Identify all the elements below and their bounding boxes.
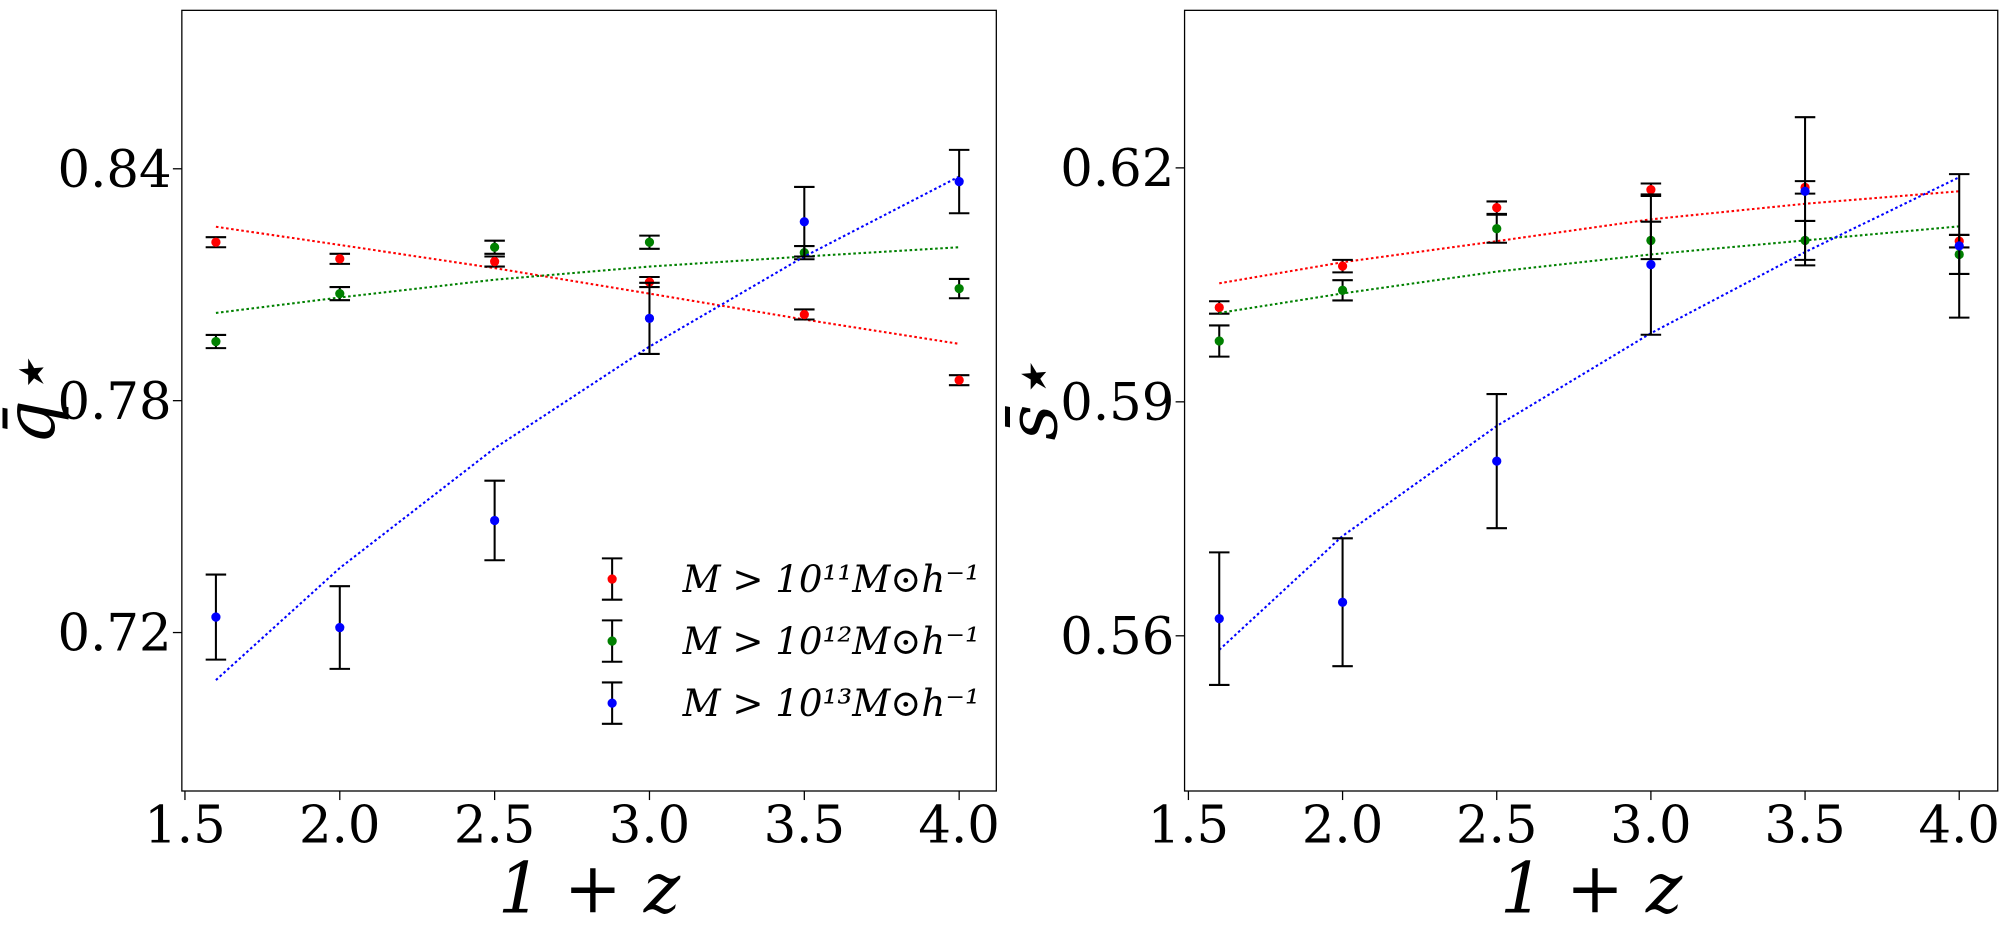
fit-line: [215, 225, 960, 345]
y-axis-label: q̄⋆: [0, 356, 71, 444]
fit-line: [1219, 190, 1960, 285]
legend-label: M > 10¹³M⊙h⁻¹: [682, 681, 980, 725]
x-tick-label: 1.5: [144, 795, 225, 855]
point: [1337, 597, 1348, 607]
fit-line: [215, 246, 960, 314]
point: [211, 237, 221, 247]
legend-icon: [607, 636, 617, 646]
point: [1800, 186, 1810, 196]
point: [335, 288, 345, 299]
point: [490, 242, 500, 252]
point: [1337, 285, 1348, 295]
legend-label: M > 10¹²M⊙h⁻¹: [682, 619, 980, 663]
point: [644, 237, 655, 247]
x-tick-label: 2.5: [454, 795, 535, 855]
x-tick-label: 3.5: [1764, 795, 1845, 855]
fit-line: [1219, 225, 1960, 314]
legend-icon: [607, 698, 617, 708]
x-tick-label: 4.0: [1918, 795, 1999, 855]
fit-line: [215, 175, 960, 681]
x-tick-label: 3.5: [764, 795, 845, 855]
point: [1214, 302, 1224, 313]
x-tick-label: 4.0: [918, 795, 999, 855]
point: [211, 336, 221, 347]
x-axis-label: 1 + z: [498, 849, 681, 928]
point: [1337, 261, 1348, 271]
point: [799, 217, 809, 227]
x-tick-label: 2.5: [1456, 795, 1537, 855]
point: [954, 375, 964, 385]
point: [1492, 224, 1502, 234]
fit-line: [1218, 176, 1960, 651]
y-axis-label: s̄⋆: [994, 361, 1074, 441]
point: [1646, 185, 1656, 195]
point: [799, 309, 809, 320]
x-tick-label: 3.0: [609, 795, 690, 855]
point: [644, 313, 655, 324]
point: [211, 612, 221, 622]
point: [1492, 202, 1502, 213]
point: [490, 256, 500, 267]
point: [1214, 613, 1224, 624]
plot-area: [181, 9, 997, 792]
point: [335, 622, 345, 633]
point: [1954, 241, 1964, 251]
x-tick-label: 1.5: [1148, 795, 1229, 855]
plot-area: [1183, 9, 1999, 792]
x-tick-label: 3.0: [1610, 795, 1691, 855]
x-tick-label: 2.0: [1302, 795, 1383, 855]
point: [1214, 336, 1224, 346]
y-tick-label: 0.59: [1060, 373, 1174, 433]
point: [954, 283, 964, 294]
x-axis-label: 1 + z: [1500, 849, 1683, 928]
legend-label: M > 10¹¹M⊙h⁻¹: [682, 557, 980, 601]
y-tick-label: 0.72: [58, 603, 172, 663]
y-tick-label: 0.78: [58, 372, 172, 432]
point: [954, 176, 964, 187]
x-tick-label: 2.0: [299, 795, 380, 855]
y-tick-label: 0.84: [58, 140, 172, 200]
y-tick-label: 0.62: [1060, 139, 1174, 199]
y-tick-label: 0.56: [1060, 607, 1174, 667]
point: [490, 515, 500, 526]
point: [1492, 456, 1502, 466]
point: [1646, 259, 1656, 270]
point: [335, 254, 345, 264]
legend-icon: [607, 574, 617, 584]
